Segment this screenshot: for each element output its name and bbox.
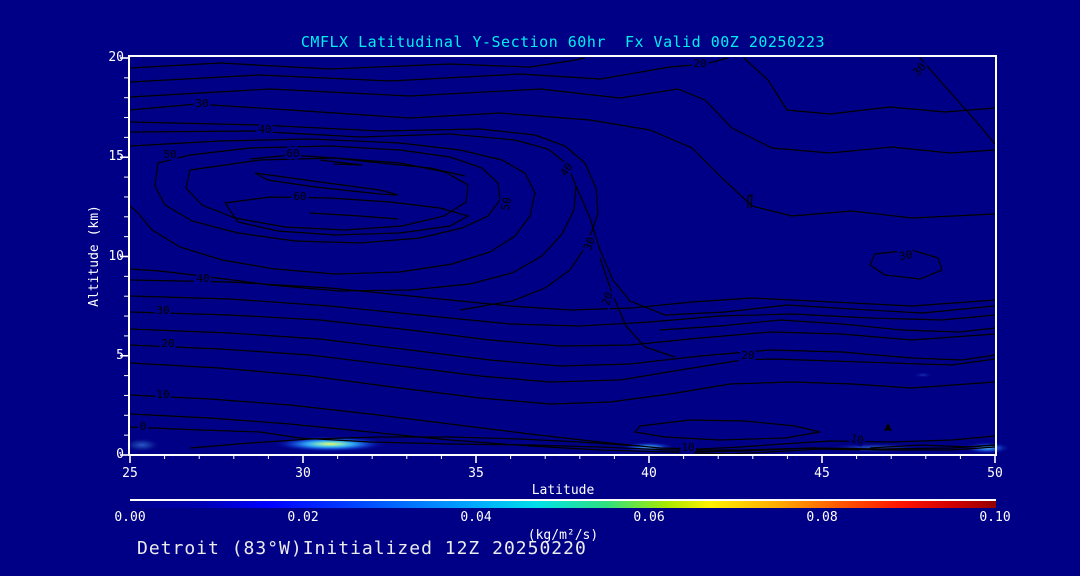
contour-level-55 (185, 157, 469, 231)
contour-level-20 (599, 257, 676, 358)
contour-level-15 (129, 362, 996, 405)
contour-label: 50 (499, 196, 514, 212)
colorbar-units-label: (kg/m²/s) (527, 528, 599, 543)
contour-level-20 (129, 57, 729, 83)
colorbar-gradient (130, 499, 996, 508)
contour-level-45 (129, 138, 536, 275)
contour-label: 60 (293, 190, 306, 203)
contour-label: 30 (910, 60, 929, 79)
contour-label: 30 (156, 304, 169, 317)
x-tick-label: 50 (987, 466, 1003, 481)
contour-level-10 (633, 419, 821, 441)
x-axis-label: Latitude (531, 483, 595, 498)
contour-level-0 (129, 426, 996, 451)
contour-level-15 (129, 57, 586, 70)
axis-ticks (120, 57, 996, 463)
x-tick-label: 30 (295, 466, 311, 481)
contour-level-60 (319, 159, 363, 166)
contour-label: 40 (557, 161, 575, 179)
contour-level-25 (659, 319, 996, 333)
contour-label: 60 (286, 147, 299, 160)
contour-level-30 (869, 249, 943, 280)
contour-label: 20 (741, 349, 754, 362)
station-init-label: Detroit (83°W)Initialized 12Z 20250220 (137, 538, 587, 559)
contour-level-25 (129, 328, 996, 367)
plot-border (128, 55, 997, 456)
contour-label: 30 (898, 248, 913, 263)
x-tick-label: 45 (814, 466, 830, 481)
contour-label: 20 (599, 291, 615, 308)
flux-hotspot (913, 372, 933, 378)
y-tick-label: 20 (108, 50, 124, 65)
contour-level-5 (129, 413, 996, 453)
y-tick-label: 0 (116, 447, 124, 462)
contour-level-0 (884, 422, 892, 431)
flux-hotspot (124, 438, 160, 452)
contour-label: 10 (156, 388, 169, 401)
contour-level-0 (669, 444, 996, 455)
colorbar-tick-label: 0.02 (287, 510, 319, 525)
colorbar-tick-label: 0.10 (979, 510, 1011, 525)
contour-level-60 (747, 194, 753, 209)
y-tick-label: 10 (108, 248, 124, 264)
contour-level-30 (129, 311, 996, 347)
contour-level-35 (129, 121, 599, 311)
contour-level-35 (129, 295, 996, 327)
contour-label: 20 (161, 337, 174, 350)
contour-level-10 (129, 394, 996, 450)
contour-label: 20 (693, 57, 706, 70)
contour-level-60 (223, 196, 470, 236)
contour-level-60 (249, 154, 466, 177)
contour-label: 0 (140, 420, 147, 433)
contour-lines (129, 57, 996, 455)
contour-level-65 (254, 172, 399, 196)
y-tick-label: 15 (108, 149, 124, 165)
contour-label: 10 (681, 441, 694, 454)
contour-level-0 (189, 436, 641, 449)
contour-level-25 (129, 88, 996, 154)
colorbar-tick-label: 0.06 (633, 510, 665, 525)
contour-labels: 30 40 50 60 60 50 40 30 20 20 30 30 20 40 30 20 10 0 10 10 (137, 55, 931, 457)
contour-label: 50 (163, 148, 176, 161)
x-tick-label: 35 (468, 466, 484, 481)
contour-level-20 (129, 344, 996, 383)
contour-label: 40 (258, 123, 271, 136)
contour-level-20 (743, 57, 996, 115)
contour-level-50 (154, 145, 501, 244)
contour-label: 30 (195, 97, 208, 110)
contour-level-65 (309, 212, 399, 220)
y-tick-label: 5 (116, 347, 124, 363)
colorbar-tick-label: 0.00 (114, 510, 146, 525)
chart-title: CMFLX Latitudinal Y-Section 60hr Fx Vali… (300, 33, 826, 51)
contour-label: 10 (849, 432, 865, 447)
colorbar-tick-label: 0.04 (460, 510, 492, 525)
contour-level-30 (129, 103, 996, 219)
contour-level-40 (129, 279, 996, 311)
x-tick-label: 40 (641, 466, 657, 481)
contour-level-30 (575, 185, 996, 316)
contour-label: 40 (196, 272, 209, 285)
colorbar-tick-label: 0.08 (806, 510, 838, 525)
contour-label: 30 (581, 235, 598, 252)
x-tick-label: 25 (122, 466, 138, 481)
contour-level-30 (919, 57, 996, 145)
